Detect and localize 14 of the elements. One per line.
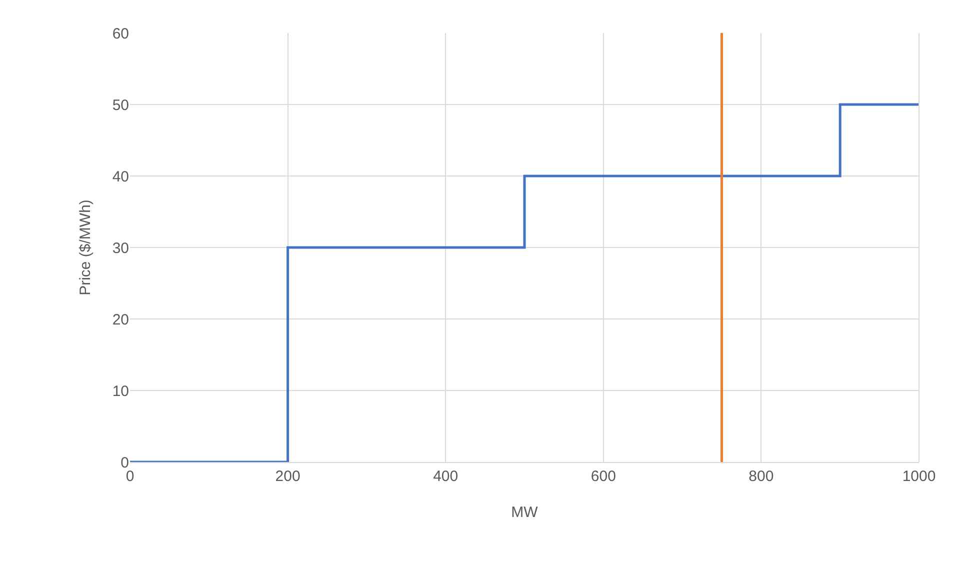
x-tick-label: 600 bbox=[590, 468, 616, 485]
x-tick-label: 200 bbox=[275, 468, 300, 485]
y-tick-label: 10 bbox=[112, 382, 129, 400]
y-tick-label: 30 bbox=[112, 240, 129, 257]
x-tick-label: 800 bbox=[748, 468, 774, 485]
x-tick-label: 400 bbox=[433, 468, 458, 485]
y-tick-label: 0 bbox=[120, 454, 129, 472]
x-tick-label: 1000 bbox=[902, 468, 936, 485]
x-axis-title: MW bbox=[511, 504, 539, 521]
y-tick-label: 20 bbox=[112, 311, 129, 328]
y-tick-label: 40 bbox=[112, 168, 129, 186]
y-axis-title: Price ($/MWh) bbox=[77, 200, 94, 296]
y-tick-label: 60 bbox=[112, 25, 129, 42]
y-tick-label: 50 bbox=[112, 96, 129, 114]
